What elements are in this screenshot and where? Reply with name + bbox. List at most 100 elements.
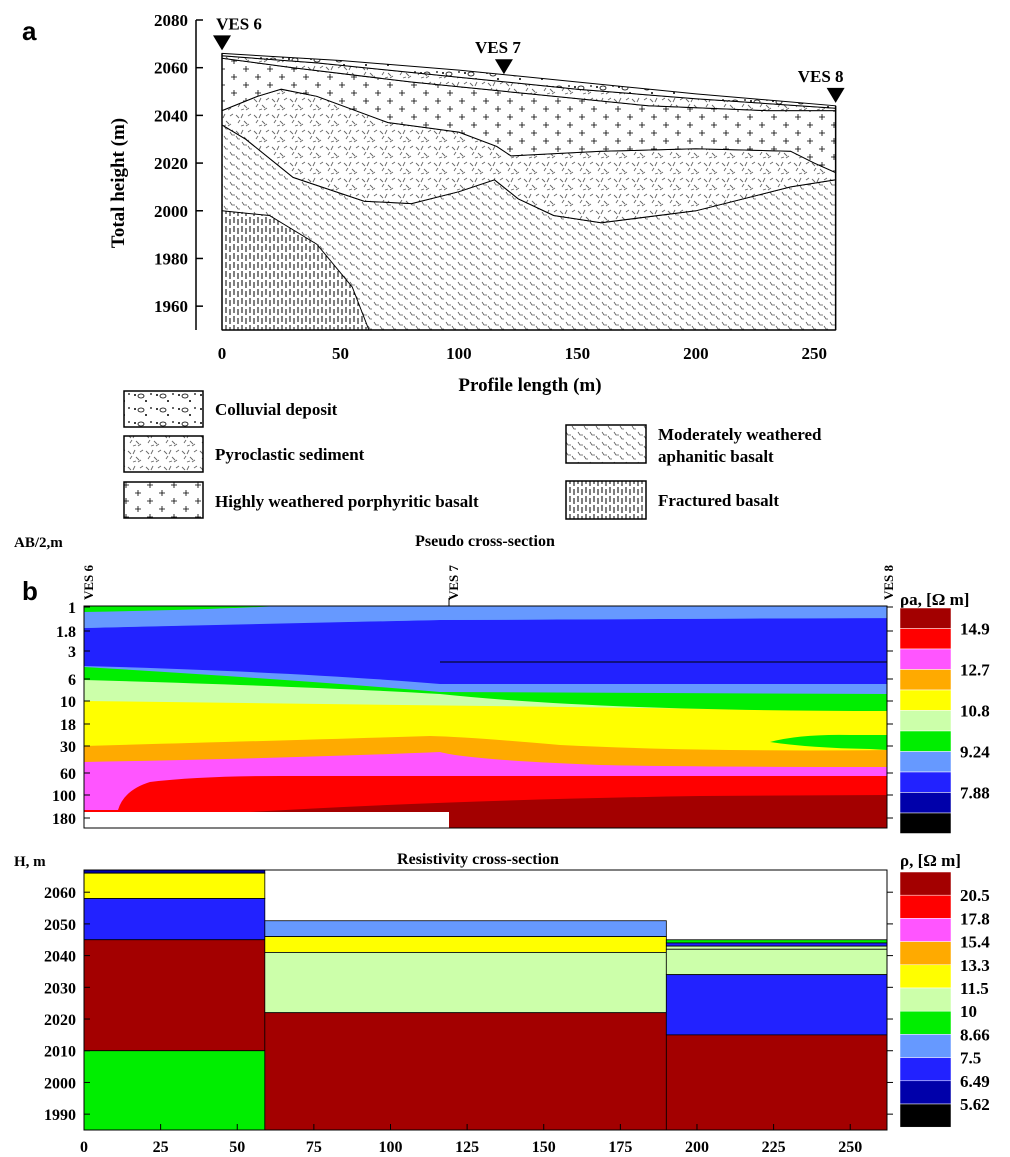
pseudo-colorbar-cell [899,628,952,650]
pseudo-ves-label-6: VES 6 [81,564,96,600]
resist-colorbar-cell [899,918,952,942]
pseudo-y-tick-label: 180 [52,811,76,828]
resist-colorbar-cell [899,1103,952,1128]
resist-y-axis-label: H, m [14,854,46,870]
ves-label: VES 6 [216,14,262,33]
pseudo-colorbar-label: 12.7 [960,661,990,680]
resist-layer [665,1034,888,1131]
pseudo-colorbar-cell [899,730,952,752]
legend-swatch-aphanitic [565,424,647,464]
resist-x-tick-label: 25 [153,1139,169,1156]
resist-colorbar-label: 7.5 [960,1049,981,1068]
pseudo-ves-label-7: VES 7 [446,564,461,600]
legend-swatch-colluvial [123,390,204,428]
panel-a-label: a [22,16,37,46]
resist-layer [665,974,888,1036]
resist-frame [83,869,888,1131]
y-tick-label: 2040 [154,106,188,125]
resist-layer [665,942,888,947]
resist-colorbar-cell [899,1010,952,1035]
pseudo-y-tick-label: 6 [68,672,76,689]
pseudo-y-tick-label: 10 [60,694,76,711]
y-tick-label: 1980 [154,249,188,268]
resist-x-tick-label: 100 [378,1139,402,1156]
legend-swatch-pyroclastic [123,435,204,473]
resist-colorbar: 20.5 17.8 15.4 13.3 11.5 10 8.66 7.5 6.49 5.62 [899,871,990,1128]
pseudo-band-blue [84,606,887,684]
resist-layer [264,952,667,1014]
resist-y-tick-label: 2010 [44,1044,76,1061]
pseudo-y-ticks: 1 1.8 3 6 10 18 30 60 100 180 [52,600,893,828]
y-tick-label: 2060 [154,59,188,78]
pseudo-band-top-lightblue [84,606,887,628]
pseudo-band-green-patch [770,734,887,750]
resist-colorbar-label: 11.5 [960,979,989,998]
pseudo-colorbar-label: 10.8 [960,702,990,721]
pseudo-colorbar-cell [899,751,952,773]
x-tick-label: 100 [446,344,472,363]
ves-label: VES 8 [798,67,844,86]
pseudo-section-plot [83,598,888,829]
pseudo-colorbar: 14.9 12.7 10.8 9.24 7.88 [899,607,990,834]
x-tick-label: 150 [565,344,591,363]
resist-x-tick-label: 75 [306,1139,322,1156]
resist-colorbar-cell [899,894,952,919]
resist-y-tick-label: 2060 [44,885,76,902]
legend-label-aphanitic-line1: Moderately weathered [658,425,822,444]
pseudo-colorbar-title: ρa, [Ω m] [900,590,969,609]
panel-a-x-axis-label: Profile length (m) [458,375,601,396]
pseudo-colorbar-cell [899,792,952,814]
x-tick-label: 50 [332,344,349,363]
pseudo-colorbar-cell [899,689,952,711]
resist-x-tick-label: 175 [608,1139,632,1156]
legend-label-fractured: Fractured basalt [658,491,779,510]
legend-swatch-porphyritic [123,481,204,519]
pseudo-y-tick-label: 3 [68,644,76,661]
resist-colorbar-cell [899,1057,952,1082]
resist-x-tick-label: 225 [762,1139,786,1156]
pseudo-y-axis-label: AB/2,m [14,535,63,551]
resist-y-tick-label: 2040 [44,949,76,966]
resist-colorbar-label: 13.3 [960,956,990,975]
pseudo-ves-label-8: VES 8 [881,564,896,600]
legend-label-pyroclastic: Pyroclastic sediment [215,445,365,464]
resist-y-tick-label: 1990 [44,1107,76,1124]
resist-layer [264,920,667,937]
resistivity-section-plot: 1990 2000 2010 2020 2030 2040 2050 2060 0 25 50 75 1… [44,869,893,1156]
pseudo-colorbar-cell [899,771,952,793]
resist-x-tick-label: 200 [685,1139,709,1156]
pseudo-colorbar-label: 9.24 [960,743,990,762]
resist-y-tick-label: 2050 [44,917,76,934]
pseudo-frame [83,605,888,829]
resist-colorbar-label: 10 [960,1002,977,1021]
resist-colorbar-title: ρ, [Ω m] [900,851,961,870]
resist-colorbar-label: 5.62 [960,1095,990,1114]
resist-layer [83,1050,266,1131]
resist-title: Resistivity cross-section [397,851,559,868]
pseudo-y-tick-label: 1 [68,600,76,617]
pseudo-y-tick-label: 1.8 [56,624,76,641]
resist-colorbar-label: 20.5 [960,886,990,905]
resist-layer [264,1012,667,1131]
resist-y-tick-label: 2000 [44,1075,76,1092]
pseudo-colorbar-cell [899,710,952,732]
pseudo-y-tick-label: 30 [60,739,76,756]
ves-marker [494,59,513,75]
resist-layer [665,945,888,950]
y-tick-label: 2020 [154,154,188,173]
ves-marker [826,87,845,103]
pseudo-colorbar-cell [899,669,952,691]
legend-label-colluvial: Colluvial deposit [215,400,338,419]
y-tick-label: 1960 [154,297,188,316]
resist-layer [83,872,266,899]
pseudo-nodata-strip [84,812,449,828]
resist-x-tick-label: 0 [80,1139,88,1156]
pseudo-colorbar-cell [899,812,952,834]
pseudo-colorbar-label: 14.9 [960,620,990,639]
resist-colorbar-cell [899,1034,952,1058]
resist-colorbar-cell [899,987,952,1012]
resist-layer [264,936,667,953]
ves-marker [213,35,231,51]
resist-colorbar-cell [899,871,952,896]
